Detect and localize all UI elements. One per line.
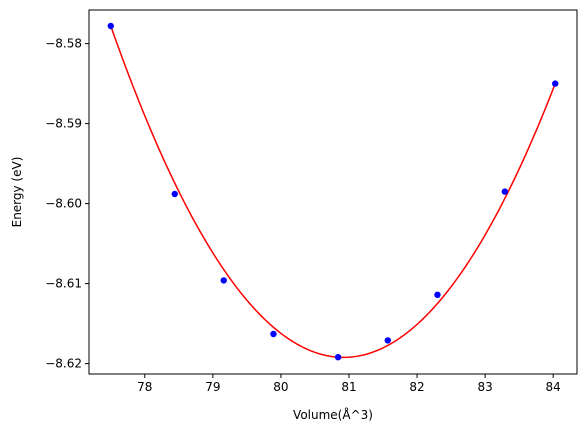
y-tick-label: −8.62	[45, 357, 82, 371]
y-tick-label: −8.58	[45, 37, 82, 51]
y-axis-title: Energy (eV)	[10, 157, 24, 228]
x-tick-label: 84	[546, 380, 561, 394]
y-tick-label: −8.61	[45, 277, 82, 291]
x-tick-label: 81	[341, 380, 356, 394]
data-point	[270, 330, 277, 338]
data-point	[334, 354, 342, 361]
x-tick-label: 79	[205, 380, 220, 394]
data-point	[171, 190, 178, 198]
data-point	[552, 80, 559, 87]
ticks-layer: 78 79 80 81 82 83 84 −8.58 −8.59 −8.60 −8.61 −8.62	[45, 37, 561, 394]
plot-background	[89, 10, 577, 374]
data-point	[384, 337, 391, 344]
x-axis-title: Volume(Å^3)	[293, 407, 373, 422]
x-tick-label: 83	[477, 380, 492, 394]
y-tick-label: −8.59	[45, 117, 82, 131]
data-point	[501, 188, 509, 195]
points-layer	[107, 22, 559, 361]
x-tick-label: 82	[409, 380, 424, 394]
curve-layer	[110, 25, 556, 359]
x-tick-label: 80	[273, 380, 288, 394]
y-tick-label: −8.60	[45, 197, 82, 211]
fit-curve-line	[110, 25, 556, 359]
x-tick-label: 78	[137, 380, 152, 394]
data-point	[434, 291, 441, 298]
plot-frame	[88, 9, 578, 375]
data-point	[220, 277, 227, 284]
data-point	[107, 22, 114, 30]
